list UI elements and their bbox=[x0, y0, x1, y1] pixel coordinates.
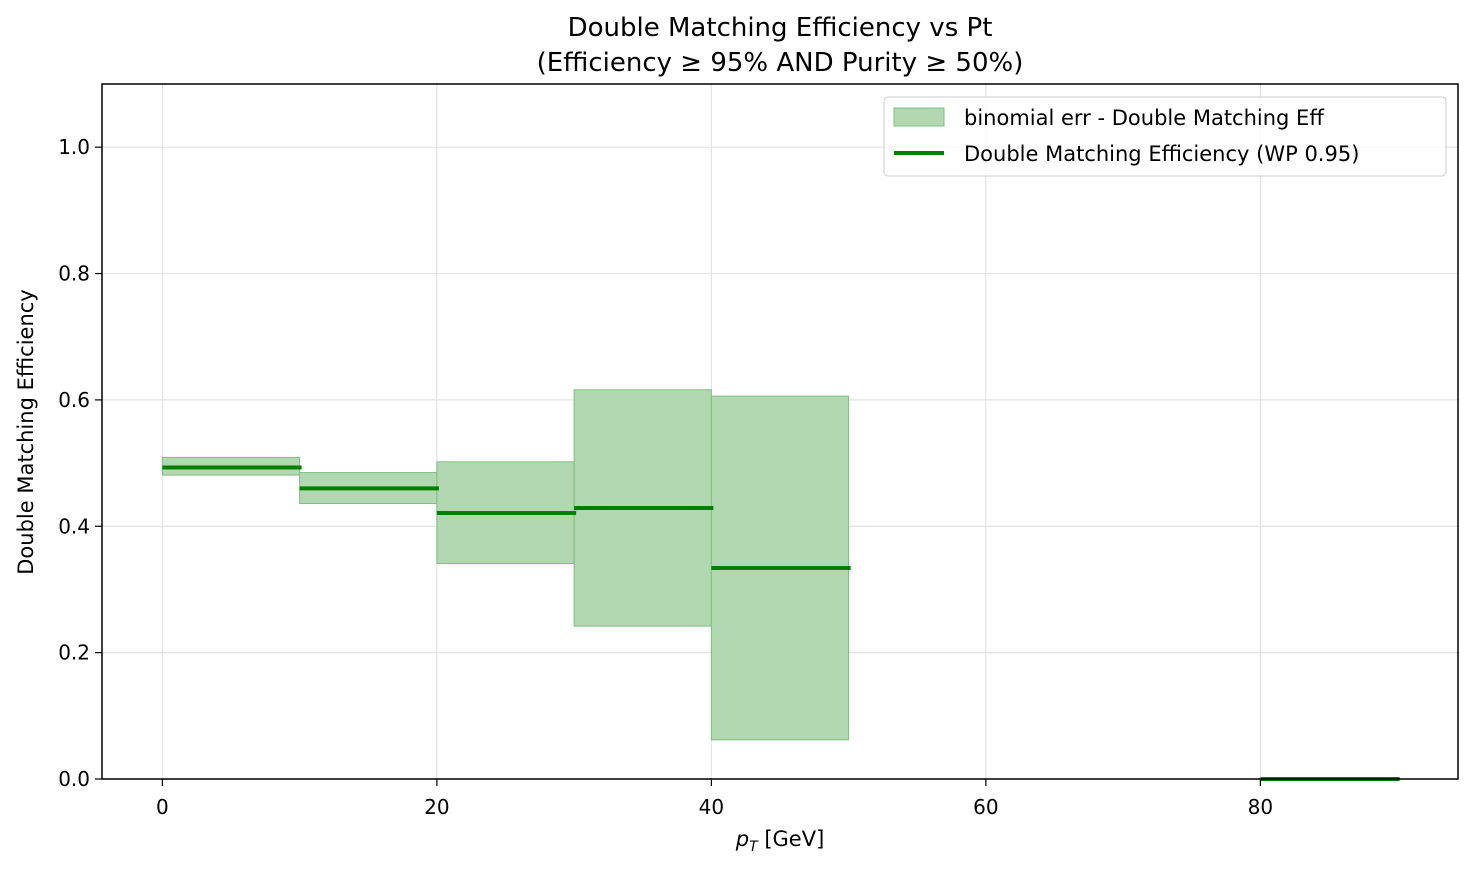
legend-band-swatch bbox=[893, 107, 945, 127]
x-tick-label: 20 bbox=[424, 795, 449, 819]
x-axis: 0 20 40 60 80 bbox=[156, 779, 1273, 819]
x-tick-label: 60 bbox=[973, 795, 998, 819]
y-axis-label: Double Matching Efficiency bbox=[14, 289, 38, 574]
y-tick-label: 0.6 bbox=[58, 388, 90, 412]
x-axis-label: pT [GeV] bbox=[735, 827, 825, 855]
legend: binomial err - Double Matching Eff Doubl… bbox=[883, 96, 1447, 177]
y-tick-label: 0.8 bbox=[58, 262, 90, 286]
chart-title: Double Matching Efficiency vs Pt bbox=[568, 13, 993, 43]
plot-frame bbox=[101, 83, 1459, 780]
y-tick-label: 0.2 bbox=[58, 641, 90, 665]
x-tick-label: 40 bbox=[699, 795, 724, 819]
y-tick-label: 1.0 bbox=[58, 135, 90, 159]
y-axis: 0.0 0.2 0.4 0.6 0.8 1.0 bbox=[58, 135, 102, 791]
legend-label-band: binomial err - Double Matching Eff bbox=[964, 106, 1324, 130]
y-tick-label: 0.4 bbox=[58, 514, 90, 538]
chart-subtitle: (Efficiency ≥ 95% AND Purity ≥ 50%) bbox=[537, 48, 1024, 78]
x-tick-label: 80 bbox=[1248, 795, 1273, 819]
legend-label-line: Double Matching Efficiency (WP 0.95) bbox=[964, 142, 1359, 166]
y-tick-label: 0.0 bbox=[58, 767, 90, 791]
x-tick-label: 0 bbox=[156, 795, 169, 819]
legend-box bbox=[883, 96, 1447, 177]
